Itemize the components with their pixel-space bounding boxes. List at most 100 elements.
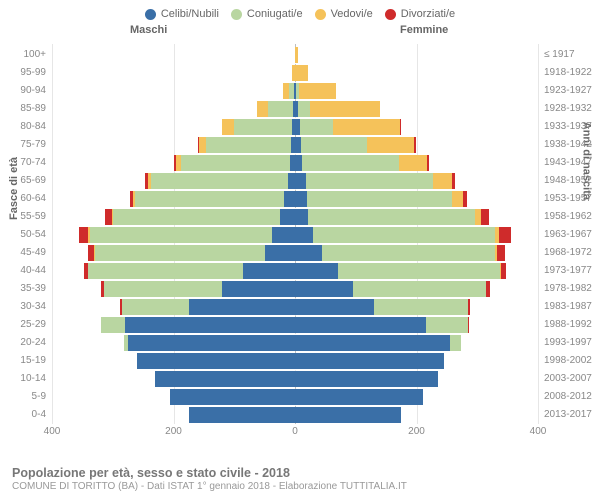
bar-segment [400,119,401,135]
female-bar [295,371,438,387]
bar-segment [295,209,308,225]
bar-segment [452,173,456,189]
bar-segment [307,191,452,207]
bar-segment [234,119,292,135]
bar-segment [295,389,423,405]
bar-segment [298,101,310,117]
bar-segment [265,245,295,261]
bar-segment [101,317,125,333]
age-label: 100+ [23,46,46,64]
bar-segment [295,47,298,63]
bar-segment [501,263,506,279]
bar-segment [300,119,333,135]
female-bar [295,389,423,405]
age-label: 35-39 [20,280,46,298]
age-label: 10-14 [20,370,46,388]
bar-segment [486,281,490,297]
gridline [538,44,539,424]
legend-label: Vedovi/e [331,8,373,20]
bar-segment [301,137,367,153]
bar-segment [272,227,295,243]
bar-segment [295,65,308,81]
gender-headers: Maschi Femmine [0,24,600,38]
age-row: 70-741943-1947 [52,154,538,172]
plot-area: 100+≤ 191795-991918-192290-941923-192785… [52,44,538,442]
bar-segment [125,317,295,333]
bar-segment [308,209,475,225]
male-bar [137,353,295,369]
age-label: 25-29 [20,316,46,334]
bar-segment [243,263,295,279]
legend: Celibi/NubiliConiugati/eVedovi/eDivorzia… [0,0,600,24]
bar-segment [128,335,295,351]
age-label: 70-74 [20,154,46,172]
age-row: 95-991918-1922 [52,64,538,82]
population-pyramid-chart: Celibi/NubiliConiugati/eVedovi/eDivorzia… [0,0,600,500]
age-label: 30-34 [20,298,46,316]
male-bar [130,191,295,207]
age-label: 40-44 [20,262,46,280]
male-bar [189,407,295,423]
female-bar [295,101,380,117]
legend-label: Divorziati/e [401,8,455,20]
age-row: 20-241993-1997 [52,334,538,352]
age-row: 90-941923-1927 [52,82,538,100]
age-row: 35-391978-1982 [52,280,538,298]
bar-segment [79,227,88,243]
bar-segment [399,155,426,171]
x-tick-label: 400 [530,426,547,437]
male-bar [222,119,295,135]
male-bar [170,389,295,405]
bar-segment [295,335,450,351]
bar-segment [306,173,434,189]
birth-year-label: 1923-1927 [544,82,592,100]
bar-segment [189,407,295,423]
age-row: 80-841933-1937 [52,118,538,136]
age-row: 85-891928-1932 [52,100,538,118]
legend-label: Celibi/Nubili [161,8,219,20]
male-bar [105,209,295,225]
birth-year-label: 1983-1987 [544,298,592,316]
female-bar [295,263,506,279]
age-row: 30-341983-1987 [52,298,538,316]
bar-segment [295,353,444,369]
birth-year-label: 2008-2012 [544,388,592,406]
bar-segment [295,317,426,333]
female-bar [295,47,298,63]
age-label: 95-99 [20,64,46,82]
bar-segment [199,137,206,153]
female-bar [295,245,505,261]
female-bar [295,209,489,225]
age-row: 75-791938-1942 [52,136,538,154]
bar-segment [222,119,234,135]
footer-subtitle: COMUNE DI TORITTO (BA) - Dati ISTAT 1° g… [12,481,407,492]
bar-segment [137,353,295,369]
female-bar [295,335,461,351]
bar-segment [353,281,487,297]
age-label: 45-49 [20,244,46,262]
age-label: 80-84 [20,118,46,136]
x-ticks: 4002000200400 [52,426,538,440]
footer-title: Popolazione per età, sesso e stato civil… [12,466,407,480]
bar-segment [295,281,353,297]
bar-segment [95,245,265,261]
x-tick-label: 400 [44,426,61,437]
bar-segment [257,101,268,117]
y-axis-title-left: Fasce di età [8,157,20,220]
bar-segment [151,173,288,189]
male-bar [101,317,295,333]
bar-segment [313,227,495,243]
bar-segment [113,209,280,225]
bar-segment [468,299,470,315]
female-bar [295,83,336,99]
female-bar [295,155,429,171]
bar-segment [427,155,429,171]
female-bar [295,65,308,81]
bar-segment [222,281,295,297]
bar-segment [302,155,399,171]
bar-segment [170,389,295,405]
birth-year-label: 1963-1967 [544,226,592,244]
male-bar [101,281,295,297]
x-tick-label: 0 [292,426,298,437]
rows-container: 100+≤ 191795-991918-192290-941923-192785… [52,46,538,424]
